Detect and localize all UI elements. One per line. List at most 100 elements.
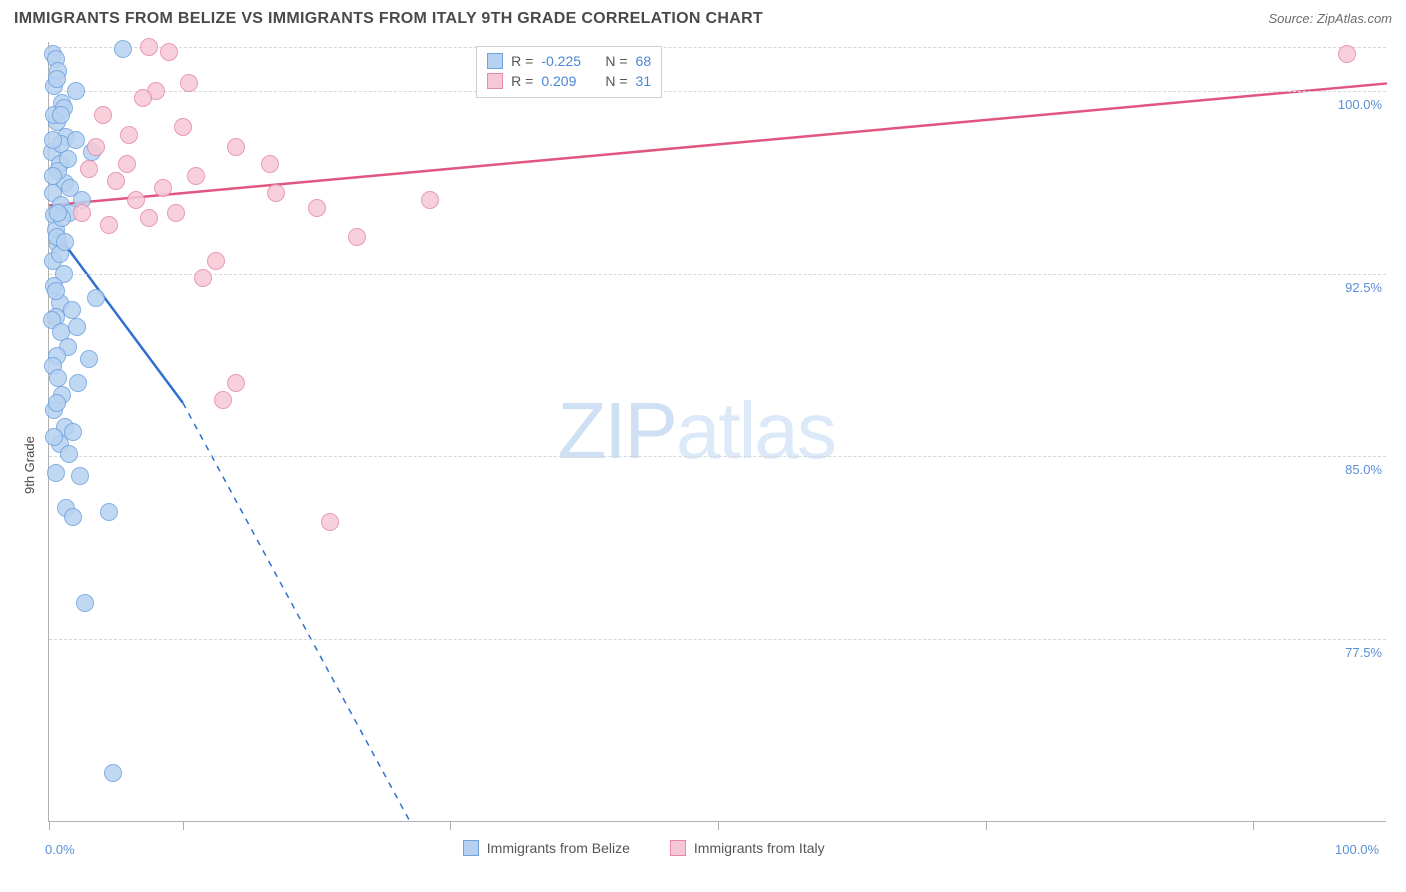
data-point-italy — [227, 138, 245, 156]
y-axis-title: 9th Grade — [22, 437, 37, 495]
legend-item-belize: Immigrants from Belize — [463, 840, 630, 856]
gridline-h — [49, 456, 1386, 457]
data-point-italy — [127, 191, 145, 209]
legend-swatch-italy — [487, 73, 503, 89]
data-point-belize — [71, 467, 89, 485]
data-point-italy — [118, 155, 136, 173]
y-tick-label: 92.5% — [1327, 280, 1382, 295]
data-point-italy — [134, 89, 152, 107]
data-point-belize — [87, 289, 105, 307]
x-tick — [986, 822, 987, 830]
x-tick — [183, 822, 184, 830]
x-tick — [718, 822, 719, 830]
x-tick — [450, 822, 451, 830]
data-point-belize — [64, 423, 82, 441]
watermark-part-b: atlas — [676, 386, 835, 475]
data-point-italy — [154, 179, 172, 197]
data-point-belize — [100, 503, 118, 521]
gridline-h — [49, 47, 1386, 48]
legend-swatch-italy — [670, 840, 686, 856]
data-point-italy — [321, 513, 339, 531]
chart-source: Source: ZipAtlas.com — [1268, 11, 1392, 26]
data-point-italy — [107, 172, 125, 190]
gridline-h — [49, 274, 1386, 275]
watermark-part-a: ZIP — [557, 386, 675, 475]
data-point-belize — [59, 150, 77, 168]
data-point-italy — [187, 167, 205, 185]
legend-swatch-belize — [463, 840, 479, 856]
data-point-belize — [67, 82, 85, 100]
trend-line-dashed-belize — [183, 403, 410, 822]
r-value-italy: 0.209 — [541, 71, 597, 91]
data-point-italy — [267, 184, 285, 202]
series-legend: Immigrants from Belize Immigrants from It… — [463, 840, 825, 856]
gridline-h — [49, 91, 1386, 92]
x-tick — [49, 822, 50, 830]
data-point-italy — [120, 126, 138, 144]
data-point-belize — [52, 106, 70, 124]
stats-row-belize: R = -0.225 N = 68 — [487, 51, 651, 71]
data-point-belize — [67, 131, 85, 149]
data-point-belize — [48, 394, 66, 412]
legend-swatch-belize — [487, 53, 503, 69]
data-point-italy — [100, 216, 118, 234]
legend-item-italy: Immigrants from Italy — [670, 840, 825, 856]
x-tick-label-min: 0.0% — [45, 842, 75, 857]
r-value-belize: -0.225 — [541, 51, 597, 71]
chart-title: IMMIGRANTS FROM BELIZE VS IMMIGRANTS FRO… — [14, 10, 763, 28]
x-tick-label-max: 100.0% — [1335, 842, 1386, 857]
data-point-belize — [69, 374, 87, 392]
data-point-italy — [194, 269, 212, 287]
data-point-belize — [76, 594, 94, 612]
plot-area: ZIPatlas 100.0%92.5%85.0%77.5%0.0%100.0% — [48, 42, 1386, 822]
data-point-belize — [49, 204, 67, 222]
data-point-italy — [140, 209, 158, 227]
data-point-italy — [348, 228, 366, 246]
data-point-belize — [68, 318, 86, 336]
n-label: N = — [605, 71, 627, 91]
n-label: N = — [605, 51, 627, 71]
data-point-italy — [94, 106, 112, 124]
data-point-italy — [308, 199, 326, 217]
data-point-belize — [56, 233, 74, 251]
data-point-italy — [227, 374, 245, 392]
data-point-italy — [80, 160, 98, 178]
data-point-italy — [214, 391, 232, 409]
data-point-italy — [180, 74, 198, 92]
n-value-belize: 68 — [636, 51, 652, 71]
data-point-belize — [45, 428, 63, 446]
data-point-belize — [44, 131, 62, 149]
stats-legend-box: R = -0.225 N = 68R = 0.209 N = 31 — [476, 46, 662, 98]
r-label: R = — [511, 71, 533, 91]
gridline-h — [49, 639, 1386, 640]
legend-label-belize: Immigrants from Belize — [487, 840, 630, 856]
data-point-belize — [60, 445, 78, 463]
data-point-belize — [47, 464, 65, 482]
watermark: ZIPatlas — [557, 385, 834, 477]
data-point-italy — [140, 38, 158, 56]
data-point-belize — [114, 40, 132, 58]
data-point-belize — [64, 508, 82, 526]
legend-label-italy: Immigrants from Italy — [694, 840, 825, 856]
data-point-belize — [47, 282, 65, 300]
y-tick-label: 100.0% — [1327, 97, 1382, 112]
title-bar: IMMIGRANTS FROM BELIZE VS IMMIGRANTS FRO… — [14, 10, 1392, 28]
trend-line-italy — [49, 83, 1387, 205]
y-tick-label: 85.0% — [1327, 462, 1382, 477]
data-point-belize — [44, 167, 62, 185]
data-point-italy — [167, 204, 185, 222]
data-point-belize — [80, 350, 98, 368]
y-tick-label: 77.5% — [1327, 645, 1382, 660]
data-point-italy — [87, 138, 105, 156]
data-point-italy — [1338, 45, 1356, 63]
data-point-italy — [421, 191, 439, 209]
data-point-belize — [63, 301, 81, 319]
data-point-belize — [49, 369, 67, 387]
data-point-italy — [174, 118, 192, 136]
data-point-italy — [207, 252, 225, 270]
data-point-italy — [160, 43, 178, 61]
r-label: R = — [511, 51, 533, 71]
n-value-italy: 31 — [636, 71, 652, 91]
x-tick — [1253, 822, 1254, 830]
data-point-belize — [104, 764, 122, 782]
